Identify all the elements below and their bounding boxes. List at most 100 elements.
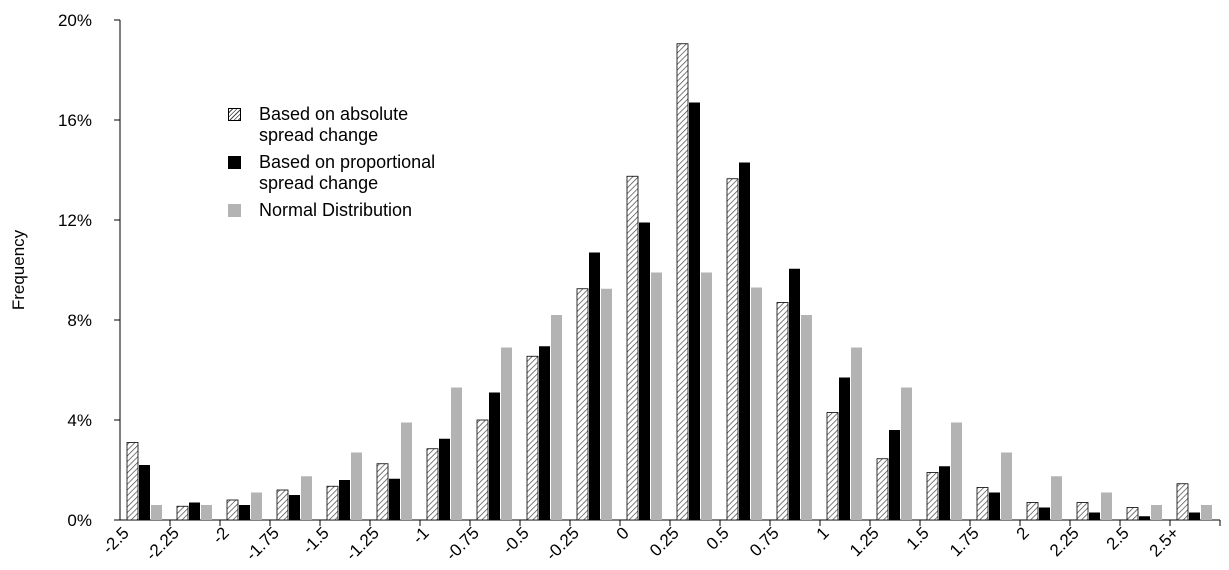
y-tick-label: 20%: [58, 11, 92, 30]
bar: [151, 505, 162, 520]
x-tick-label: -0.25: [542, 523, 583, 564]
x-tick-label: -2: [209, 523, 233, 547]
bar: [576, 288, 589, 521]
x-tick-label: 0.5: [703, 523, 733, 553]
bar: [1189, 512, 1200, 520]
x-tick-label: -1.25: [342, 523, 383, 564]
bar: [851, 347, 862, 520]
x-tick-label: 1.75: [946, 523, 983, 560]
bar: [939, 466, 950, 520]
x-tick-label: 0: [613, 523, 633, 543]
x-tick-label: 2.5+: [1146, 523, 1183, 560]
x-tick-label: 2: [1013, 523, 1033, 543]
x-tick-label: -2.25: [142, 523, 183, 564]
bar: [776, 302, 789, 521]
x-tick-label: 1: [813, 523, 833, 543]
bar: [1101, 492, 1112, 520]
legend-swatch: [228, 108, 241, 121]
legend: Based on absolute spread change Based on …: [228, 104, 458, 227]
x-tick-label: 2.5: [1103, 523, 1133, 553]
bar: [189, 502, 200, 520]
bar: [1126, 507, 1139, 521]
bar: [1151, 505, 1162, 520]
x-tick-label: -2.5: [99, 523, 133, 557]
legend-swatch: [228, 204, 241, 217]
x-tick-label: -1.75: [242, 523, 283, 564]
legend-label: Based on absolute spread change: [259, 104, 409, 145]
x-tick-label: 1.5: [903, 523, 933, 553]
bar: [676, 43, 689, 521]
bar: [826, 412, 839, 521]
legend-item: Normal Distribution: [228, 200, 458, 221]
bar: [876, 458, 889, 521]
bar: [1089, 512, 1100, 520]
legend-label: Based on proportional spread change: [259, 152, 436, 193]
bar: [1076, 502, 1089, 521]
bar: [339, 480, 350, 520]
x-tick-label: -1.5: [299, 523, 333, 557]
bar: [889, 430, 900, 520]
bar: [351, 452, 362, 520]
bar: [276, 489, 289, 521]
bar: [551, 315, 562, 520]
bar: [239, 505, 250, 520]
bar: [1051, 476, 1062, 520]
x-tick-label: 0.75: [746, 523, 783, 560]
y-tick-label: 8%: [67, 311, 92, 330]
bar: [976, 487, 989, 521]
bar: [501, 347, 512, 520]
legend-label: Normal Distribution: [259, 200, 413, 220]
bar: [1201, 505, 1212, 520]
bar: [526, 355, 539, 521]
bar: [451, 387, 462, 520]
bar: [689, 102, 700, 520]
y-tick-label: 16%: [58, 111, 92, 130]
bar: [201, 505, 212, 520]
bar: [176, 505, 189, 521]
x-tick-label: 1.25: [846, 523, 883, 560]
bar: [639, 222, 650, 520]
y-axis-label: Frequency: [9, 229, 28, 310]
legend-swatch: [228, 156, 241, 169]
x-tick-label: 2.25: [1046, 523, 1083, 560]
bar: [701, 272, 712, 520]
bar: [126, 442, 139, 521]
bar: [426, 448, 439, 521]
bar: [289, 495, 300, 520]
bar: [1039, 507, 1050, 520]
bar: [376, 463, 389, 521]
bar: [589, 252, 600, 520]
y-tick-label: 4%: [67, 411, 92, 430]
x-tick-label: -0.5: [499, 523, 533, 557]
bar: [476, 419, 489, 521]
bar: [389, 478, 400, 520]
legend-item: Based on proportional spread change: [228, 152, 458, 194]
legend-item: Based on absolute spread change: [228, 104, 458, 146]
y-tick-label: 12%: [58, 211, 92, 230]
bar: [789, 268, 800, 520]
bar: [251, 492, 262, 520]
bar: [839, 377, 850, 520]
bar: [226, 499, 239, 521]
bar: [626, 175, 639, 521]
y-tick-label: 0%: [67, 511, 92, 530]
x-tick-label: 0.25: [646, 523, 683, 560]
bar: [326, 485, 339, 521]
bar: [901, 387, 912, 520]
bar: [651, 272, 662, 520]
bar: [601, 288, 612, 520]
bar: [1026, 502, 1039, 521]
bar: [139, 465, 150, 520]
bar: [539, 346, 550, 520]
bar: [801, 315, 812, 520]
bar: [401, 422, 412, 520]
bar: [489, 392, 500, 520]
bar: [739, 162, 750, 520]
bar: [726, 178, 739, 521]
bar: [1176, 483, 1189, 521]
bar: [301, 476, 312, 520]
bar: [1001, 452, 1012, 520]
x-tick-label: -1: [409, 523, 433, 547]
